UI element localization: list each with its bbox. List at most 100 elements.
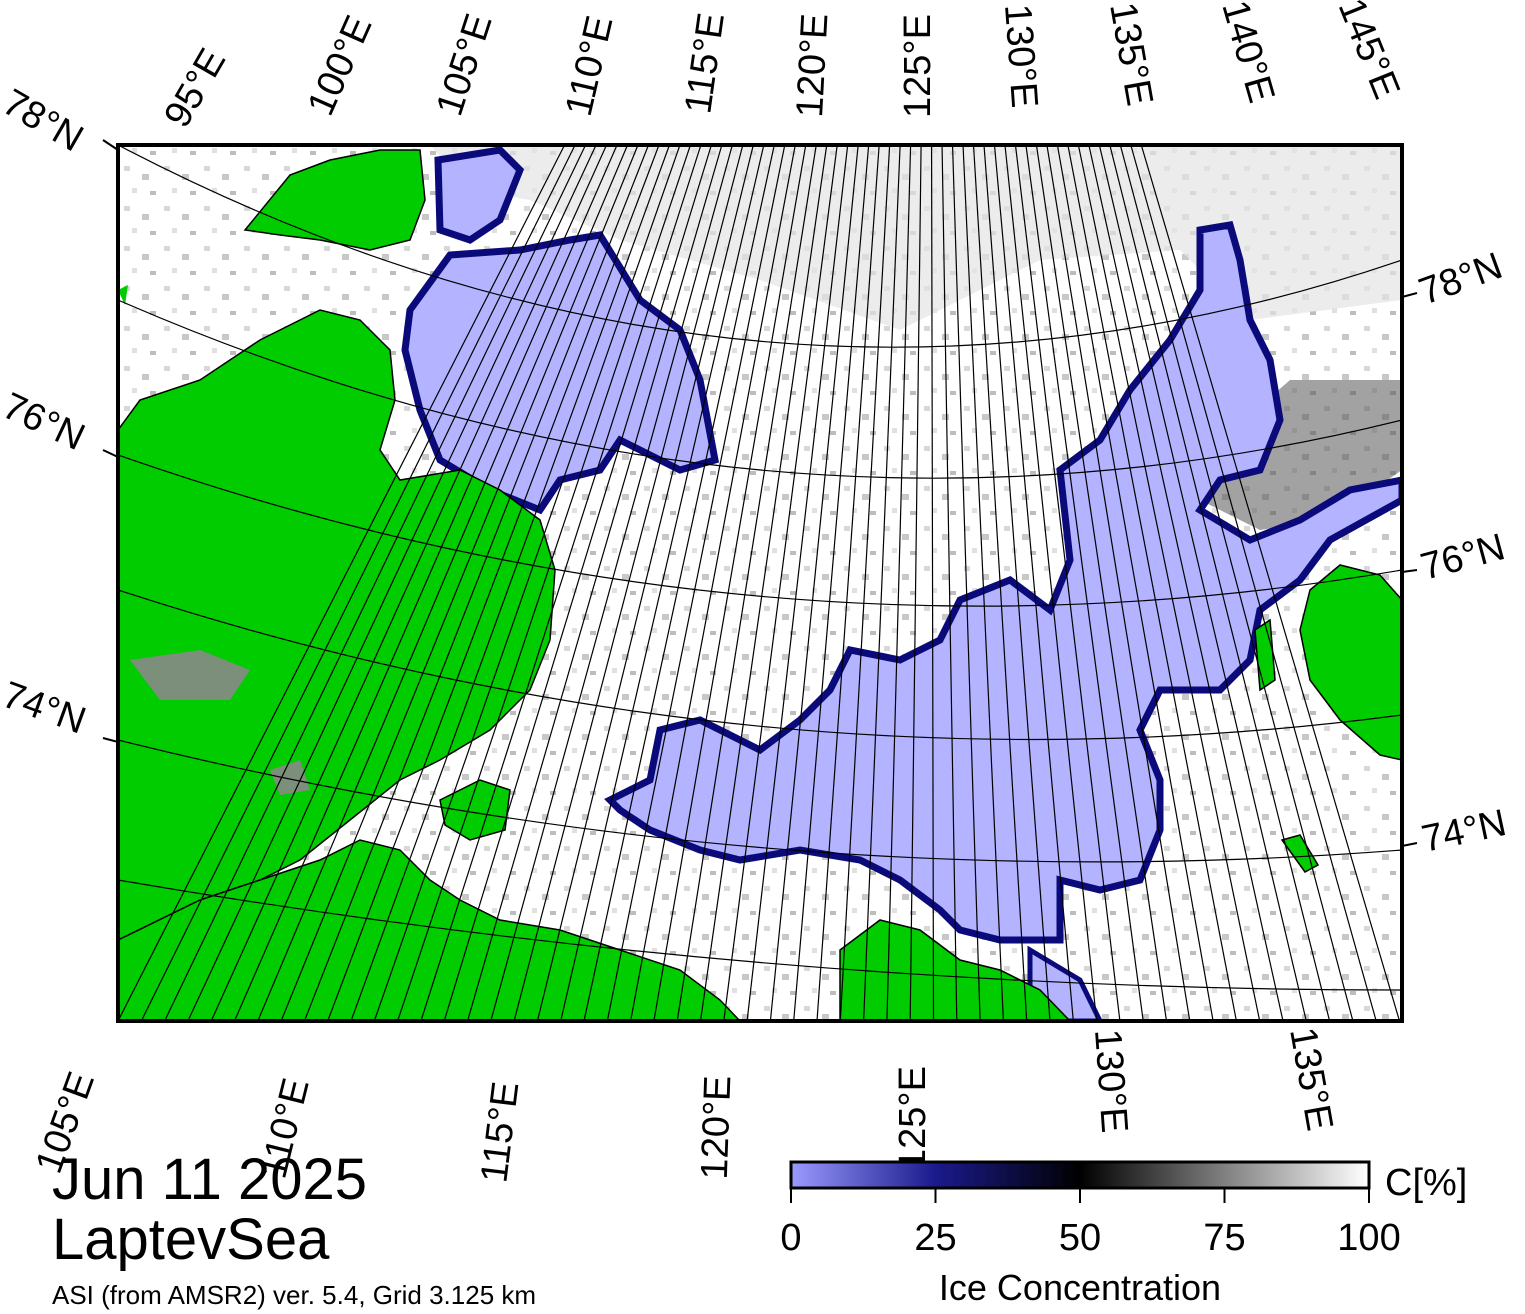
colorbar-tick-label: 50 xyxy=(1059,1217,1101,1259)
meridian-line xyxy=(676,145,817,1021)
right-lat-label: 76°N xyxy=(1416,526,1509,589)
top-lon-label: 125°E xyxy=(897,14,939,118)
meridian-line xyxy=(983,145,1051,1021)
meridian-line xyxy=(583,145,775,1021)
top-lon-label: 135°E xyxy=(1101,0,1160,109)
meridian-line xyxy=(816,145,880,1021)
meridian-line xyxy=(606,145,786,1021)
colorbar: 0 25 50 75 100 C[%] Ice Concentration xyxy=(780,1160,1467,1308)
top-lon-labels: 95°E 100°E 105°E 110°E 115°E 120°E 125°E… xyxy=(156,0,1408,135)
right-lat-labels: 78°N 76°N 74°N xyxy=(1414,245,1510,861)
lena-delta xyxy=(839,919,1072,1021)
pack-ice-north xyxy=(430,145,1402,330)
colorbar-gradient xyxy=(789,1160,1371,1190)
lowland-patch xyxy=(270,760,310,795)
bottom-lon-label: 135°E xyxy=(1281,1024,1340,1134)
meridian-line xyxy=(930,145,935,1021)
meridian-line xyxy=(118,145,566,1021)
meridian-line xyxy=(140,145,576,1021)
map-subtitle: ASI (from AMSR2) ver. 5.4, Grid 3.125 km xyxy=(52,1280,537,1310)
map-frame xyxy=(116,143,1404,1023)
meridian-line xyxy=(1056,145,1214,1021)
colorbar-tick-label: 100 xyxy=(1337,1217,1400,1259)
left-lat-labels: 78°N 76°N 74°N xyxy=(0,81,91,742)
meridian-line xyxy=(397,145,691,1021)
meridian-line xyxy=(513,145,744,1021)
stolbovoy-island xyxy=(1280,834,1320,873)
top-lon-label: 140°E xyxy=(1213,0,1282,107)
meridian-line xyxy=(1119,145,1354,1021)
tick-marks xyxy=(102,139,1418,847)
meridian-line xyxy=(443,145,712,1021)
meridian-line xyxy=(863,145,901,1021)
meridian-line xyxy=(1088,145,1284,1021)
meridian-line xyxy=(536,145,754,1021)
meridian-line xyxy=(327,145,660,1021)
colorbar-tick-label: 0 xyxy=(780,1217,801,1259)
meridian-line xyxy=(1046,145,1191,1021)
right-lat-label: 78°N xyxy=(1414,245,1508,314)
top-lon-label: 110°E xyxy=(558,12,622,120)
meridian-line xyxy=(1014,145,1121,1021)
meridian-line xyxy=(210,145,608,1021)
meridian-line xyxy=(164,145,587,1021)
meridian-line xyxy=(373,145,681,1021)
meridian-line xyxy=(1109,145,1331,1021)
map-date-title: Jun 11 2025 xyxy=(52,1147,367,1212)
meridian-line xyxy=(1067,145,1237,1021)
meridian-line xyxy=(1077,145,1261,1021)
meridian-line xyxy=(793,145,870,1021)
meridian-line xyxy=(886,145,912,1021)
meridian-line xyxy=(941,145,958,1021)
meridian-line xyxy=(420,145,702,1021)
top-lon-label: 100°E xyxy=(300,10,381,122)
meridian-line xyxy=(1004,145,1098,1021)
meridian-line xyxy=(1098,145,1307,1021)
small-island xyxy=(118,285,128,305)
meridian-line xyxy=(769,145,859,1021)
meridian-line xyxy=(560,145,765,1021)
meridian-line xyxy=(257,145,629,1021)
colorbar-label: Ice Concentration xyxy=(939,1267,1221,1308)
meridian-line xyxy=(1025,145,1144,1021)
meridian-line xyxy=(993,145,1074,1021)
left-lat-label: 78°N xyxy=(0,81,90,160)
graticule-meridians xyxy=(118,145,1401,1021)
meridian-line xyxy=(1035,145,1168,1021)
meridian-line xyxy=(303,145,650,1021)
top-lon-label: 130°E xyxy=(996,3,1045,110)
meridian-line xyxy=(909,145,922,1021)
left-lat-label: 74°N xyxy=(0,674,91,743)
graticule-latitudes xyxy=(118,145,1402,991)
meridian-line xyxy=(350,145,671,1021)
meridian-line xyxy=(630,145,796,1021)
meridian-line xyxy=(723,145,838,1021)
meridian-line xyxy=(653,145,807,1021)
top-lon-label: 120°E xyxy=(789,12,836,118)
polynya-central xyxy=(604,221,1402,944)
meridian-line xyxy=(746,145,849,1021)
lowland-patch xyxy=(130,650,250,700)
meridian-line xyxy=(233,145,618,1021)
top-lon-label: 145°E xyxy=(1330,0,1408,105)
colorbar-ticks xyxy=(790,1188,1370,1203)
meridian-line xyxy=(490,145,733,1021)
begichev-island xyxy=(439,779,511,841)
colorbar-tick-label: 25 xyxy=(914,1217,956,1259)
colorbar-tick-label: 75 xyxy=(1203,1217,1245,1259)
top-lon-label: 105°E xyxy=(429,9,501,121)
bottom-lon-labels: 105°E 110°E 115°E 120°E 125°E 130°E 135°… xyxy=(28,1024,1341,1185)
meridian-line xyxy=(839,145,891,1021)
taymyr-peninsula xyxy=(118,309,556,941)
bottom-lon-label: 120°E xyxy=(694,1075,740,1180)
colorbar-unit: C[%] xyxy=(1385,1162,1467,1204)
map-region-title: LaptevSea xyxy=(52,1207,330,1272)
polynya-northwest xyxy=(434,146,525,244)
meridian-line xyxy=(972,145,1028,1021)
meridian-line xyxy=(1130,145,1377,1021)
meridian-line xyxy=(699,145,828,1021)
bottom-lon-label: 130°E xyxy=(1086,1028,1135,1135)
bottom-lon-label: 115°E xyxy=(473,1079,527,1184)
top-lon-label: 115°E xyxy=(677,10,733,116)
